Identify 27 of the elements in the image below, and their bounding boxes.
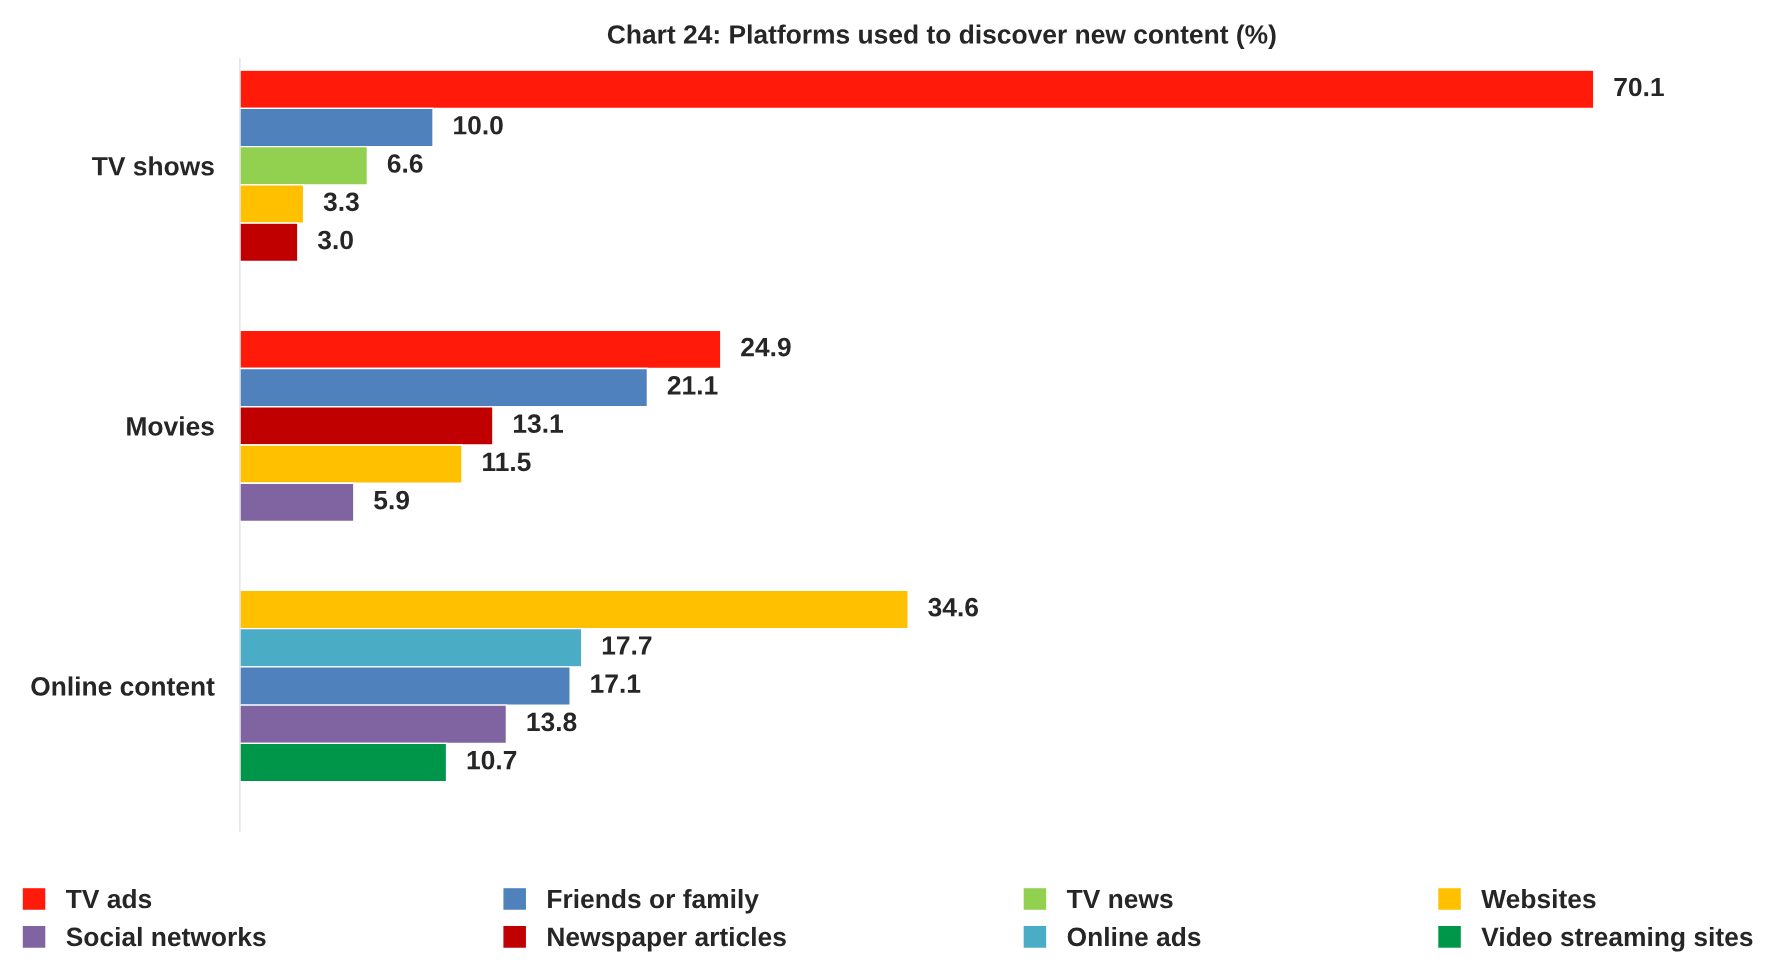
data-label: 13.8: [527, 712, 577, 732]
data-label: 6.6: [387, 154, 423, 173]
legend-label: TV news: [1066, 889, 1173, 909]
data-label: 17.7: [602, 636, 652, 655]
data-label: 13.1: [514, 414, 563, 433]
data-label: 70.1: [1614, 77, 1664, 97]
y-tick-label: TV shows: [92, 156, 214, 176]
legend-label: Newspaper articles: [548, 926, 786, 952]
data-label: 24.9: [741, 337, 791, 357]
legend-label: TV ads: [66, 888, 152, 909]
legend-label: Video streaming sites: [1481, 926, 1753, 952]
data-label: 3.0: [317, 230, 353, 250]
data-label: 21.1: [667, 376, 718, 395]
legend-label: Online ads: [1067, 926, 1201, 947]
y-tick-label: Movies: [127, 416, 214, 436]
chart-title: Chart 24: Platforms used to discover new content (%): [607, 24, 1276, 50]
data-label: 34.6: [928, 597, 979, 617]
data-label: 11.5: [483, 452, 531, 472]
legend-label: Friends or family: [548, 888, 759, 914]
y-tick-label: Online content: [31, 676, 215, 696]
data-label: 10.0: [454, 115, 503, 135]
data-label: 3.3: [323, 192, 359, 212]
legend-label: Websites: [1481, 888, 1596, 909]
legend-label: Social networks: [66, 926, 266, 947]
data-label: 5.9: [374, 490, 409, 510]
data-label: 17.1: [591, 674, 641, 693]
data-label: 10.7: [467, 750, 517, 770]
